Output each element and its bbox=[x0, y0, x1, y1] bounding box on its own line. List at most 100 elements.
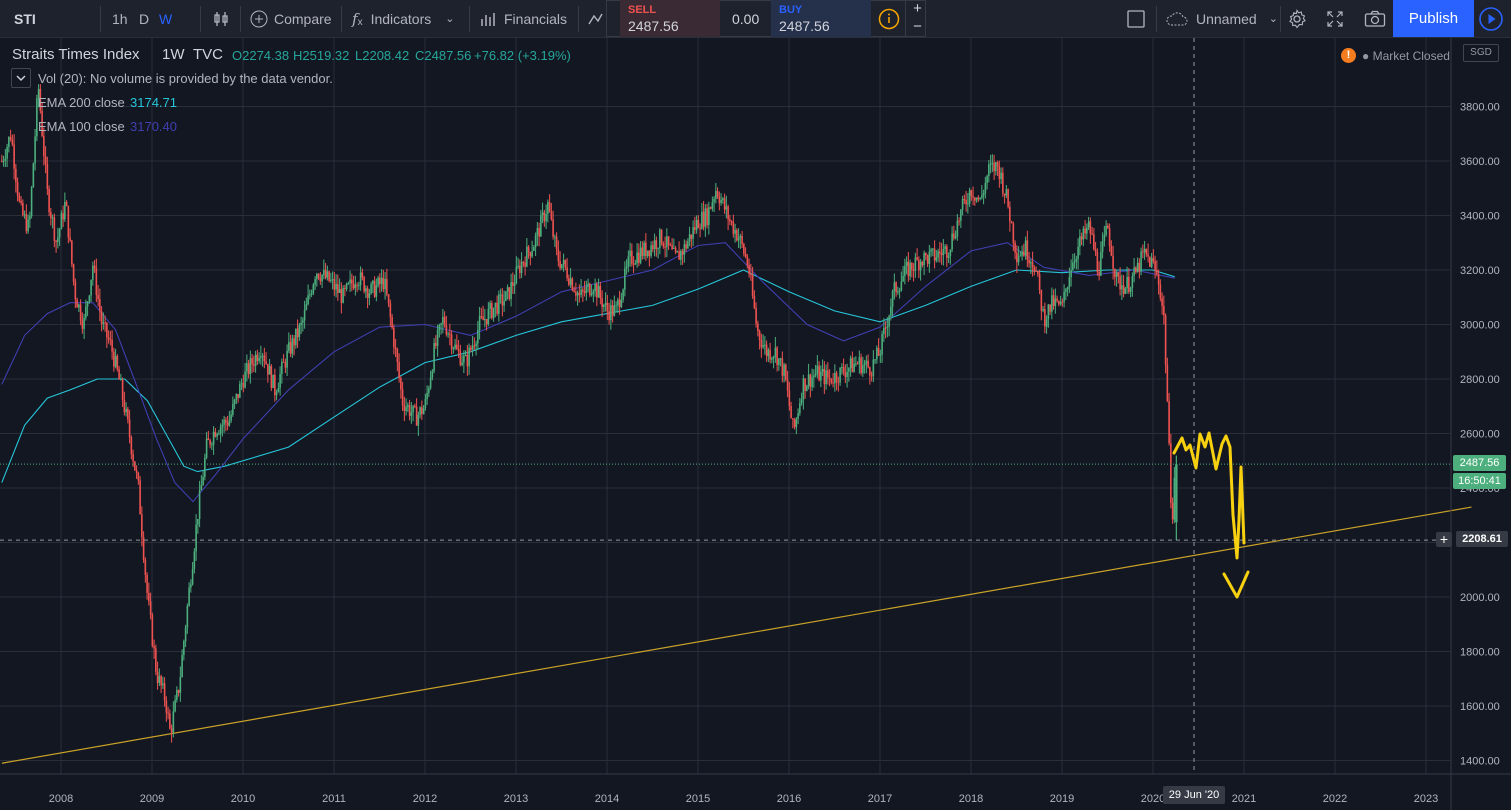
compare-button[interactable]: Compare bbox=[250, 0, 332, 37]
candle-body bbox=[522, 261, 525, 263]
candle-body bbox=[848, 368, 850, 372]
fullscreen-icon[interactable] bbox=[1326, 0, 1344, 37]
candle-body bbox=[946, 246, 948, 258]
candle-body bbox=[720, 199, 722, 204]
candle-body bbox=[573, 290, 575, 292]
candle-body bbox=[970, 190, 973, 196]
candle-body bbox=[477, 329, 479, 344]
candle-body bbox=[624, 268, 626, 290]
alert-icon[interactable] bbox=[588, 0, 606, 37]
time-tick: 2021 bbox=[1232, 793, 1256, 805]
candle-body bbox=[872, 359, 875, 376]
candle-body bbox=[263, 355, 266, 362]
candle-body bbox=[426, 392, 428, 400]
buy-button[interactable]: BUY 2487.56 bbox=[771, 0, 871, 37]
candle-body bbox=[508, 287, 511, 299]
candle-body bbox=[295, 328, 297, 346]
info-icon[interactable] bbox=[878, 0, 900, 37]
candle-body bbox=[15, 168, 17, 183]
play-icon[interactable] bbox=[1478, 0, 1504, 37]
candle-body bbox=[1066, 287, 1069, 290]
add-alert-plus-icon[interactable]: + bbox=[1436, 532, 1452, 547]
candle-body bbox=[1150, 258, 1153, 267]
ema100-label[interactable]: EMA 100 close bbox=[38, 119, 125, 134]
candle-body bbox=[37, 88, 40, 99]
ema200-label[interactable]: EMA 200 close bbox=[38, 95, 125, 110]
interval-d[interactable]: D bbox=[139, 10, 150, 27]
candle-body bbox=[270, 366, 273, 388]
candle-body bbox=[36, 98, 38, 137]
minus-icon[interactable]: − bbox=[913, 18, 922, 35]
candle-body bbox=[1096, 251, 1099, 272]
sell-button[interactable]: SELL 2487.56 bbox=[620, 0, 720, 37]
candle-body bbox=[1, 161, 3, 162]
candle-body bbox=[744, 253, 747, 257]
volume-legend[interactable]: Vol (20): No volume is provided by the d… bbox=[38, 71, 333, 86]
interval-w[interactable]: W bbox=[159, 10, 173, 27]
candle-body bbox=[722, 198, 724, 200]
plus-icon[interactable]: + bbox=[913, 0, 922, 17]
candle-body bbox=[86, 301, 89, 307]
candle-body bbox=[524, 262, 526, 267]
collapse-legend-button[interactable] bbox=[11, 68, 31, 88]
divider bbox=[905, 0, 906, 37]
candle-body bbox=[485, 318, 488, 325]
candle-body bbox=[319, 278, 322, 282]
candle-body bbox=[338, 289, 341, 293]
candle-body bbox=[706, 208, 708, 225]
candle-body bbox=[1093, 234, 1095, 250]
candle-body bbox=[1056, 298, 1058, 301]
square-icon[interactable] bbox=[1126, 0, 1146, 37]
candle-body bbox=[1040, 289, 1043, 311]
layout-menu[interactable]: Unnamed ⌄ bbox=[1166, 0, 1278, 37]
series-title[interactable]: Straits Times Index bbox=[12, 46, 140, 63]
gear-icon[interactable] bbox=[1287, 0, 1307, 37]
candle-body bbox=[314, 279, 316, 285]
candle-body bbox=[74, 281, 77, 300]
candle-body bbox=[547, 202, 549, 215]
symbol-search[interactable]: STI bbox=[14, 10, 36, 27]
candle-body bbox=[1173, 477, 1176, 520]
candle-body bbox=[576, 292, 579, 296]
interval-1h[interactable]: 1h bbox=[112, 10, 128, 27]
candle-body bbox=[582, 289, 584, 292]
candle-body bbox=[232, 404, 234, 415]
currency-badge[interactable]: SGD bbox=[1463, 44, 1499, 62]
candle-body bbox=[919, 261, 922, 271]
candle-body bbox=[995, 162, 997, 172]
candle-body bbox=[438, 324, 441, 330]
camera-icon[interactable] bbox=[1364, 0, 1386, 37]
price-chart[interactable]: 3800.00 3600.00 3400.00 3200.00 3000.00 2800.… bbox=[0, 38, 1511, 810]
candle-body bbox=[405, 407, 407, 411]
candle-body bbox=[421, 407, 423, 415]
candle-body bbox=[1009, 206, 1011, 222]
time-tick: 2011 bbox=[322, 793, 346, 805]
candle-body bbox=[256, 354, 259, 362]
candle-body bbox=[510, 282, 512, 299]
candle-body bbox=[69, 237, 71, 241]
candle-body bbox=[447, 333, 449, 335]
candle-body bbox=[701, 211, 703, 229]
candle-body bbox=[317, 273, 320, 279]
candles-icon[interactable] bbox=[212, 0, 230, 37]
candle-body bbox=[907, 261, 910, 277]
candle-body bbox=[1154, 261, 1156, 271]
candle-body bbox=[771, 358, 773, 360]
price-tick: 3000.00 bbox=[1460, 320, 1500, 332]
candle-body bbox=[603, 304, 605, 307]
candle-body bbox=[1163, 305, 1165, 316]
warning-icon[interactable]: ! bbox=[1341, 48, 1356, 63]
candle-body bbox=[904, 265, 906, 277]
candle-body bbox=[790, 406, 792, 419]
candle-body bbox=[587, 283, 589, 287]
candle-body bbox=[174, 699, 176, 712]
candle-body bbox=[279, 374, 281, 388]
financials-button[interactable]: Financials bbox=[480, 0, 567, 37]
candle-body bbox=[800, 399, 803, 404]
candle-body bbox=[814, 373, 817, 376]
publish-button[interactable]: Publish bbox=[1393, 0, 1474, 37]
ohlc-high: H2519.32 bbox=[293, 48, 350, 63]
candle-body bbox=[237, 394, 239, 398]
candle-body bbox=[11, 139, 14, 145]
